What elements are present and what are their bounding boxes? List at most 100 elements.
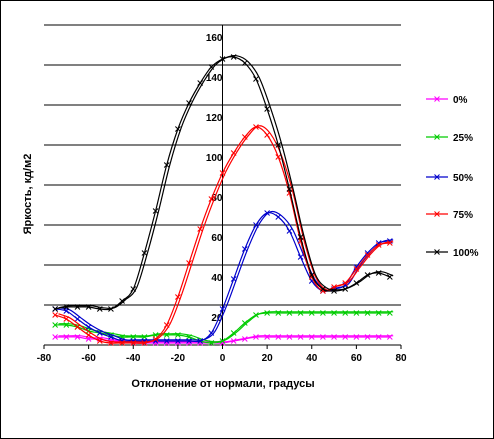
marker-s4-3 — [85, 332, 92, 338]
y-tick-label-20: 20 — [211, 313, 223, 324]
marker-s4-14 — [208, 196, 215, 202]
marker-s2-10 — [163, 332, 170, 338]
series-4 — [52, 124, 394, 346]
marker-s4-8 — [141, 340, 148, 346]
marker-s1-17 — [241, 336, 248, 342]
y-tick-labels: 20 40 60 80 100 120 140 160 — [206, 33, 223, 324]
marker-s4-17 — [241, 134, 248, 140]
marker-s5-13 — [197, 80, 204, 86]
marker-s5-0 — [52, 306, 59, 312]
marker-s3-17 — [241, 246, 248, 252]
legend-label-5: 100% — [453, 248, 479, 259]
x-tick-label-40: 40 — [306, 353, 318, 364]
x-tick-label-0: 0 — [220, 353, 226, 364]
legend-marker-5 — [434, 249, 440, 255]
marker-s5-24 — [320, 286, 326, 292]
marker-s4-10 — [163, 322, 170, 328]
marker-s4-20 — [275, 154, 282, 160]
legend-marker-2 — [434, 134, 440, 140]
marker-s5-20 — [275, 142, 282, 148]
x-tick-label--60: -60 — [81, 353, 96, 364]
marker-s4-0 — [52, 312, 59, 318]
marker-s2-20 — [275, 310, 282, 316]
marker-s5-21 — [286, 186, 293, 192]
marker-s3-18 — [253, 222, 259, 228]
marker-s1-27 — [353, 334, 360, 340]
marker-s3-2 — [74, 316, 81, 322]
series-line-4-b — [58, 125, 394, 343]
marker-s1-1 — [63, 334, 70, 340]
marker-s4-27 — [353, 266, 360, 272]
marker-s2-23 — [308, 310, 315, 316]
marker-s4-13 — [197, 226, 204, 232]
marker-s1-24 — [320, 334, 326, 340]
marker-s2-24 — [320, 310, 326, 316]
legend-marker-1 — [434, 96, 440, 102]
marker-s5-12 — [186, 100, 192, 106]
x-tick-label--40: -40 — [126, 353, 141, 364]
marker-s3-12 — [186, 338, 192, 344]
marker-s4-7 — [130, 340, 137, 346]
y-axis-label: Яркость, кд/м2 — [22, 154, 34, 235]
series-line-5-b — [58, 54, 394, 310]
marker-s5-6 — [119, 298, 125, 304]
marker-s3-13 — [197, 338, 204, 344]
marker-s1-30 — [386, 334, 393, 340]
marker-s2-25 — [331, 310, 337, 316]
marker-s2-16 — [230, 330, 237, 336]
marker-s5-18 — [253, 76, 259, 82]
marker-s2-17 — [241, 320, 248, 326]
marker-s3-10 — [163, 338, 170, 344]
legend-label-1: 0% — [453, 95, 468, 106]
marker-s3-22 — [297, 254, 304, 260]
marker-s5-25 — [331, 288, 337, 294]
marker-s4-15 — [219, 170, 226, 176]
series-line-3-b — [58, 210, 394, 341]
y-tick-label-60: 60 — [211, 233, 223, 244]
x-axis-label: Отклонение от нормали, градусы — [131, 378, 314, 390]
marker-s2-22 — [297, 310, 304, 316]
marker-s4-4 — [96, 338, 103, 344]
marker-s2-30 — [386, 310, 393, 316]
marker-s4-5 — [108, 340, 114, 346]
marker-s3-19 — [264, 210, 270, 216]
marker-s4-6 — [119, 340, 125, 346]
marker-s5-23 — [308, 272, 315, 278]
y-tick-label-40: 40 — [211, 273, 223, 284]
marker-s3-21 — [286, 228, 293, 234]
marker-s5-30 — [386, 274, 393, 280]
marker-s3-14 — [208, 330, 215, 336]
marker-s3-5 — [108, 334, 114, 340]
marker-s3-3 — [85, 324, 92, 330]
marker-s3-15 — [219, 306, 226, 312]
marker-s5-9 — [152, 208, 159, 214]
marker-s3-20 — [275, 214, 282, 220]
legend: 0% 25% 50% 75% 100% — [426, 95, 479, 259]
marker-s4-19 — [264, 132, 270, 138]
marker-s1-2 — [74, 334, 81, 340]
marker-s2-18 — [253, 312, 259, 318]
marker-s1-25 — [331, 334, 337, 340]
legend-marker-4 — [434, 211, 440, 217]
marker-s1-29 — [375, 334, 382, 340]
marker-s2-14 — [208, 340, 215, 346]
marker-s5-7 — [130, 286, 137, 292]
marker-s4-28 — [364, 252, 371, 258]
marker-s5-26 — [342, 286, 349, 292]
marker-s1-20 — [275, 334, 282, 340]
marker-s5-29 — [375, 270, 382, 276]
x-tick-label-60: 60 — [351, 353, 363, 364]
x-tick-label--80: -80 — [37, 353, 52, 364]
marker-s1-16 — [230, 338, 237, 344]
marker-s3-27 — [353, 264, 360, 270]
marker-s5-3 — [85, 304, 92, 310]
marker-s4-26 — [342, 280, 349, 286]
marker-s1-0 — [52, 334, 59, 340]
x-tick-label-20: 20 — [262, 353, 274, 364]
marker-s4-18 — [253, 124, 259, 130]
marker-s3-11 — [175, 338, 181, 344]
y-tick-label-120: 120 — [206, 113, 223, 124]
marker-s5-19 — [264, 106, 270, 112]
series-line-2-b — [58, 311, 394, 343]
